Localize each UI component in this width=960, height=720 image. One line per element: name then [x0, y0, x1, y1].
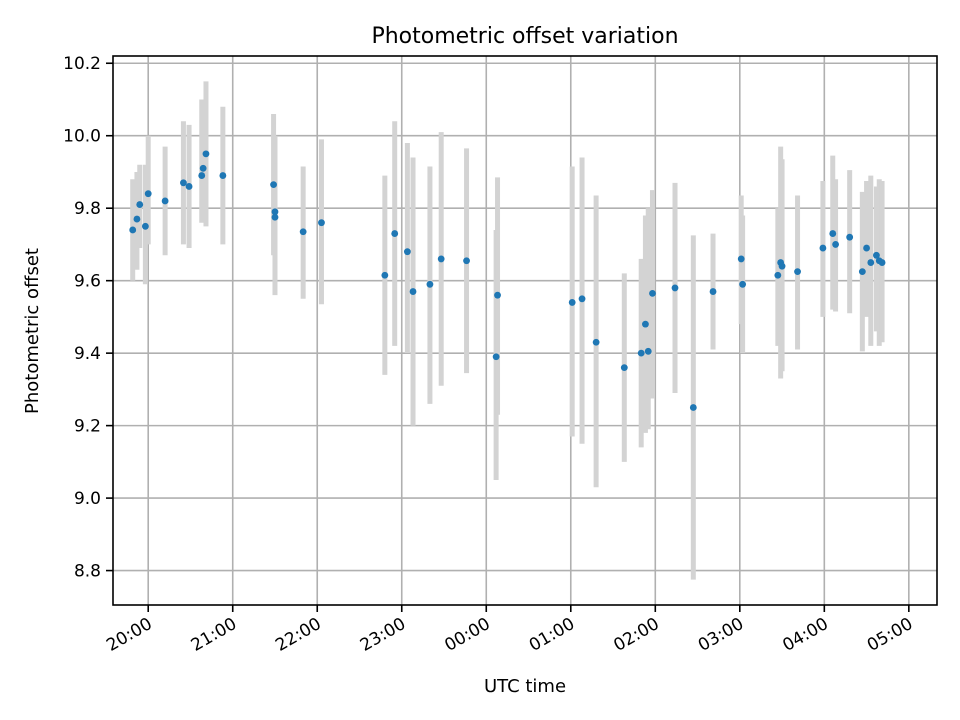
data-point	[873, 251, 880, 259]
y-tick-label: 10.2	[63, 54, 101, 74]
data-point	[403, 248, 411, 256]
data-point	[794, 268, 801, 276]
data-point	[778, 262, 786, 270]
data-point	[863, 244, 870, 252]
data-point	[737, 255, 745, 263]
data-point	[578, 295, 586, 303]
data-point	[136, 201, 144, 208]
data-point	[271, 208, 279, 216]
y-axis-label: Photometric offset	[22, 248, 43, 414]
plot-frame	[112, 55, 938, 606]
chart-title: Photometric offset variation	[371, 24, 678, 49]
data-point	[878, 259, 886, 266]
data-point	[774, 271, 782, 279]
data-point	[858, 268, 866, 276]
data-point	[867, 259, 875, 266]
x-tick-label: 21:00	[188, 614, 240, 656]
x-tick-label: 01:00	[526, 614, 578, 656]
y-tick-label: 9.8	[74, 199, 101, 219]
data-point	[318, 219, 325, 227]
data-point	[739, 280, 747, 288]
data-point	[199, 164, 207, 172]
data-point	[829, 230, 837, 237]
data-point	[846, 233, 854, 241]
data-point	[133, 215, 141, 223]
data-point	[202, 150, 210, 158]
x-tick-label: 02:00	[610, 614, 662, 656]
data-point	[592, 338, 600, 346]
data-point	[219, 172, 227, 179]
data-point	[129, 226, 137, 234]
data-point	[649, 289, 656, 297]
data-point	[492, 353, 500, 361]
data-point	[642, 320, 649, 328]
data-point	[141, 222, 149, 230]
data-point	[819, 244, 827, 252]
data-point	[180, 179, 187, 187]
x-tick-label: 20:00	[103, 614, 155, 656]
x-tick-label: 00:00	[441, 614, 493, 656]
data-point	[185, 183, 193, 190]
data-point	[437, 255, 445, 263]
x-axis-ticks: 20:00 21:00 22:00 23:00 00:00 01:00 02:00 03:00…	[103, 605, 916, 656]
y-tick-label: 9.2	[74, 417, 101, 437]
y-tick-label: 10.0	[63, 127, 101, 147]
data-point	[198, 172, 206, 179]
data-point	[637, 349, 645, 357]
x-tick-label: 04:00	[779, 614, 831, 656]
x-tick-label: 23:00	[357, 614, 409, 656]
y-tick-label: 8.8	[74, 562, 101, 582]
x-tick-label: 03:00	[695, 614, 747, 656]
data-point	[709, 288, 717, 295]
data-point	[644, 347, 652, 355]
data-point	[391, 230, 399, 237]
error-bars	[130, 81, 885, 580]
data-point	[463, 257, 470, 265]
y-tick-label: 9.0	[74, 489, 101, 509]
data-point	[832, 241, 839, 248]
y-axis-ticks: 8.8 9.0 9.2 9.4 9.6 9.8 10.0 10.2	[63, 54, 113, 582]
data-point	[144, 190, 152, 198]
x-axis-label: UTC time	[484, 676, 566, 697]
data-point	[271, 213, 279, 221]
data-point	[381, 271, 389, 279]
data-point	[620, 364, 628, 372]
data-point	[270, 181, 277, 189]
y-tick-label: 9.4	[74, 344, 101, 364]
data-point	[409, 288, 417, 295]
data-point	[494, 291, 501, 299]
data-point	[689, 404, 697, 411]
y-tick-label: 9.6	[74, 272, 101, 292]
data-points	[129, 150, 886, 411]
gridlines	[113, 56, 937, 605]
data-point	[568, 299, 576, 306]
x-tick-label: 22:00	[272, 614, 324, 656]
data-point	[426, 280, 434, 288]
x-tick-label: 05:00	[864, 614, 916, 656]
data-point	[299, 228, 307, 236]
data-point	[671, 284, 679, 292]
data-point	[161, 197, 169, 205]
